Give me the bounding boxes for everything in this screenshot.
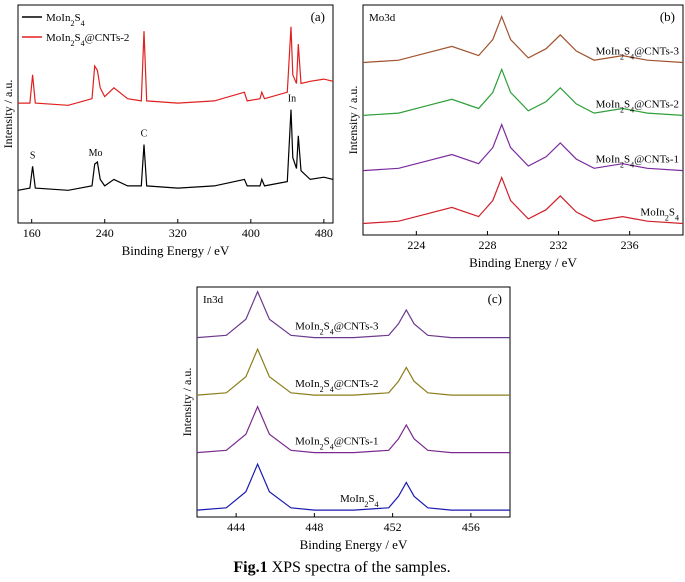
spectrum-line — [17, 109, 334, 191]
series-label: MoIn2S4@CNTs-3 — [295, 321, 379, 337]
caption-label: Fig.1 — [233, 559, 267, 576]
panel: 444 448 452 456 Binding Energy / eV Intensity… — [180, 286, 511, 552]
panel-label: (b) — [660, 9, 675, 24]
panel-label: (c) — [488, 291, 502, 306]
plot-frame — [196, 286, 511, 518]
caption: Fig.1 XPS spectra of the samples. — [233, 559, 450, 576]
plot-frame — [362, 4, 684, 236]
plot-frame — [17, 4, 334, 224]
spectrum-line — [362, 67, 684, 116]
spectrum-line — [362, 122, 684, 172]
spectrum-line — [196, 462, 510, 511]
series-label: MoIn2S4@CNTs-2 — [295, 378, 378, 394]
peak-annotation: In — [288, 94, 296, 105]
x-axis-label: Binding Energy / eV — [300, 537, 408, 552]
x-tick-label: 232 — [550, 238, 568, 252]
panel-title: In3d — [203, 294, 224, 306]
panel-label: (a) — [311, 9, 325, 24]
spectrum-line — [196, 347, 510, 396]
x-tick-label: 160 — [23, 226, 41, 240]
legend-label: MoIn2S4@CNTs-2 — [46, 32, 129, 48]
peak-annotation: Mo — [89, 148, 103, 159]
series-label: MoIn2S4 — [640, 207, 679, 223]
x-tick-label: 236 — [621, 238, 639, 252]
legend-label: MoIn2S4 — [46, 12, 85, 28]
y-axis-label: Intensity / a.u. — [1, 80, 15, 149]
x-tick-label: 452 — [384, 520, 402, 534]
y-axis-label: Intensity / a.u. — [346, 86, 360, 155]
panel: 160 240 320 400 480 Binding Energy / eV Intens… — [1, 4, 334, 258]
series-label: MoIn2S4@CNTs-1 — [295, 436, 378, 452]
spectrum-line — [196, 405, 510, 454]
spectrum-line — [362, 14, 684, 64]
peak-annotation: C — [141, 129, 148, 140]
x-tick-label: 448 — [305, 520, 323, 534]
x-tick-label: 456 — [462, 520, 480, 534]
series-label: MoIn2S4@CNTs-2 — [596, 98, 679, 114]
y-axis-label: Intensity / a.u. — [180, 368, 194, 437]
peak-annotation: S — [30, 150, 36, 161]
caption-text: XPS spectra of the samples. — [272, 559, 451, 576]
x-tick-label: 480 — [315, 226, 333, 240]
panel: 224 228 232 236 Binding Energy / eV Intensity… — [346, 4, 684, 270]
x-axis-label: Binding Energy / eV — [469, 255, 577, 270]
x-tick-label: 400 — [242, 226, 260, 240]
x-tick-label: 320 — [169, 226, 187, 240]
series-label: MoIn2S4@CNTs-1 — [596, 154, 679, 170]
x-tick-label: 240 — [96, 226, 114, 240]
panel-title: Mo3d — [369, 12, 396, 24]
x-axis-label: Binding Energy / eV — [122, 243, 230, 258]
x-tick-label: 228 — [478, 238, 496, 252]
series-label: MoIn2S4@CNTs-3 — [596, 46, 680, 62]
x-tick-label: 444 — [227, 520, 245, 534]
spectrum-line — [362, 175, 684, 225]
spectrum-line — [18, 26, 334, 106]
series-label: MoIn2S4 — [340, 493, 379, 509]
x-tick-label: 224 — [407, 238, 425, 252]
spectrum-line — [196, 290, 510, 339]
